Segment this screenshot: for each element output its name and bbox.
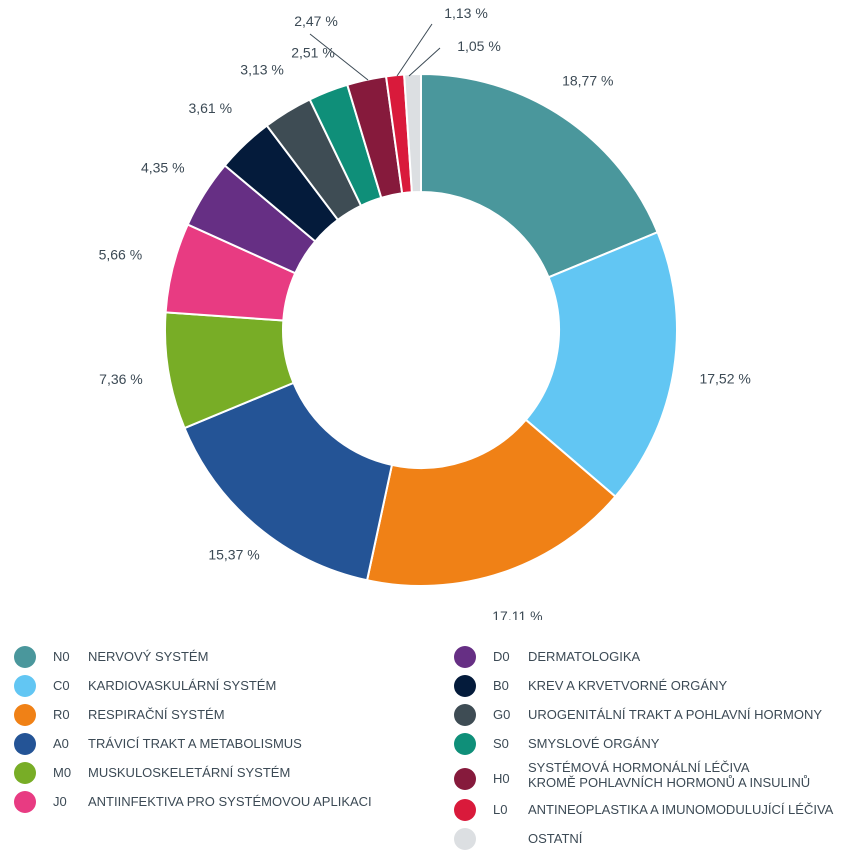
legend-label: UROGENITÁLNÍ TRAKT A POHLAVNÍ HORMONY bbox=[528, 707, 823, 722]
legend-item-c0: C0 KARDIOVASKULÁRNÍ SYSTÉM bbox=[14, 673, 372, 702]
donut-chart: 18,77 % 17,52 % 17,11 % 15,37 % 7,36 % 5,66 %… bbox=[99, 5, 751, 620]
legend-label: KARDIOVASKULÁRNÍ SYSTÉM bbox=[88, 678, 277, 693]
value-label-m0: 7,36 % bbox=[99, 371, 143, 387]
legend-code: C0 bbox=[53, 678, 70, 693]
value-label-j0: 5,66 % bbox=[99, 246, 143, 262]
legend-swatch bbox=[14, 646, 36, 668]
legend-item-d0: D0 DERMATOLOGIKA bbox=[454, 644, 833, 673]
legend-code: S0 bbox=[493, 736, 509, 751]
legend-swatch bbox=[454, 675, 476, 697]
legend-column-right: D0 DERMATOLOGIKA B0 KREV A KRVETVORNÉ OR… bbox=[454, 644, 833, 855]
legend-swatch bbox=[14, 704, 36, 726]
legend-label: OSTATNÍ bbox=[528, 831, 583, 846]
legend-code: A0 bbox=[53, 736, 69, 751]
legend-label: NERVOVÝ SYSTÉM bbox=[88, 649, 209, 664]
value-label-l0: 1,13 % bbox=[444, 5, 488, 21]
legend-code bbox=[476, 826, 528, 831]
legend-item-b0: B0 KREV A KRVETVORNÉ ORGÁNY bbox=[454, 673, 833, 702]
slice-n0 bbox=[420, 72, 659, 279]
legend-label: ANTIINFEKTIVA PRO SYSTÉMOVOU APLIKACI bbox=[88, 794, 372, 809]
leader-lines bbox=[309, 23, 441, 81]
value-label-d0: 4,35 % bbox=[141, 160, 185, 176]
legend-item-h0: H0 SYSTÉMOVÁ HORMONÁLNÍ LÉČIVA KROMĚ POH… bbox=[454, 760, 833, 797]
legend-label: SYSTÉMOVÁ HORMONÁLNÍ LÉČIVA KROMĚ POHLAV… bbox=[528, 760, 811, 790]
slice-ostatni bbox=[403, 72, 422, 194]
legend-item-j0: J0 ANTIINFEKTIVA PRO SYSTÉMOVOU APLIKACI bbox=[14, 789, 372, 818]
legend-code: L0 bbox=[493, 802, 508, 817]
slice-c0 bbox=[524, 230, 678, 498]
value-label-b0: 3,61 % bbox=[188, 100, 232, 116]
legend-code: M0 bbox=[53, 765, 72, 780]
legend-label: TRÁVICÍ TRAKT A METABOLISMUS bbox=[88, 736, 302, 751]
legend-item-g0: G0 UROGENITÁLNÍ TRAKT A POHLAVNÍ HORMONY bbox=[454, 702, 833, 731]
donut-slices bbox=[164, 72, 678, 587]
legend-code: J0 bbox=[53, 794, 67, 809]
slice-a0 bbox=[183, 381, 394, 582]
value-label-g0: 3,13 % bbox=[240, 62, 284, 78]
legend-item-r0: R0 RESPIRAČNÍ SYSTÉM bbox=[14, 702, 372, 731]
legend-swatch bbox=[454, 704, 476, 726]
legend-code: N0 bbox=[53, 649, 70, 664]
value-label-h0: 2,47 % bbox=[294, 13, 338, 29]
legend-column-left: N0 NERVOVÝ SYSTÉM C0 KARDIOVASKULÁRNÍ SY… bbox=[14, 644, 372, 818]
legend: N0 NERVOVÝ SYSTÉM C0 KARDIOVASKULÁRNÍ SY… bbox=[0, 644, 850, 850]
legend-item-n0: N0 NERVOVÝ SYSTÉM bbox=[14, 644, 372, 673]
legend-label: DERMATOLOGIKA bbox=[528, 649, 641, 664]
leader-line bbox=[309, 33, 369, 81]
leader-line bbox=[396, 23, 433, 77]
value-label-n0: 18,77 % bbox=[562, 73, 613, 89]
value-label-c0: 17,52 % bbox=[699, 371, 750, 387]
legend-code: G0 bbox=[493, 707, 511, 722]
legend-code: H0 bbox=[493, 771, 510, 786]
legend-swatch bbox=[454, 646, 476, 668]
legend-code: D0 bbox=[493, 649, 510, 664]
legend-swatch bbox=[454, 768, 476, 790]
legend-label: RESPIRAČNÍ SYSTÉM bbox=[88, 707, 225, 722]
legend-label: ANTINEOPLASTIKA A IMUNOMODULUJÍCÍ LÉČIVA bbox=[528, 802, 834, 817]
value-label-ostatni: 1,05 % bbox=[457, 38, 501, 54]
legend-code: B0 bbox=[493, 678, 509, 693]
value-label-r0: 17,11 % bbox=[492, 608, 542, 620]
legend-item-ostatni: OSTATNÍ bbox=[454, 826, 833, 855]
slice-r0 bbox=[365, 418, 617, 587]
value-label-a0: 15,37 % bbox=[208, 546, 259, 562]
leader-line bbox=[408, 47, 441, 77]
legend-swatch bbox=[14, 675, 36, 697]
legend-item-s0: S0 SMYSLOVÉ ORGÁNY bbox=[454, 731, 833, 760]
legend-swatch bbox=[14, 762, 36, 784]
legend-code: R0 bbox=[53, 707, 70, 722]
legend-swatch bbox=[454, 799, 476, 821]
legend-item-a0: A0 TRÁVICÍ TRAKT A METABOLISMUS bbox=[14, 731, 372, 760]
value-labels: 18,77 % 17,52 % 17,11 % 15,37 % 7,36 % 5,66 %… bbox=[99, 5, 751, 620]
legend-swatch bbox=[454, 828, 476, 850]
legend-swatch bbox=[14, 791, 36, 813]
legend-item-l0: L0 ANTINEOPLASTIKA A IMUNOMODULUJÍCÍ LÉČ… bbox=[454, 797, 833, 826]
legend-item-m0: M0 MUSKULOSKELETÁRNÍ SYSTÉM bbox=[14, 760, 372, 789]
legend-swatch bbox=[14, 733, 36, 755]
value-label-s0: 2,51 % bbox=[291, 44, 335, 60]
legend-swatch bbox=[454, 733, 476, 755]
legend-label: KREV A KRVETVORNÉ ORGÁNY bbox=[528, 678, 728, 693]
legend-label: MUSKULOSKELETÁRNÍ SYSTÉM bbox=[88, 765, 291, 780]
legend-label: SMYSLOVÉ ORGÁNY bbox=[528, 736, 660, 751]
